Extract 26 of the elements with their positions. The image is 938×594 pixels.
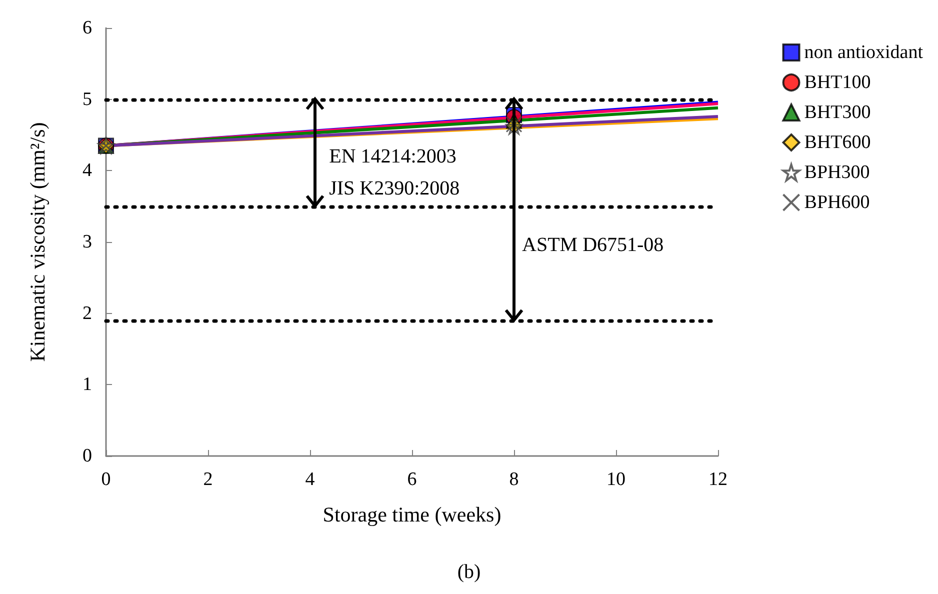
legend-label: BHT300 (804, 102, 871, 123)
y-tick-label: 4 (82, 160, 92, 182)
y-tick-label: 3 (82, 232, 92, 252)
x-tick-label: 10 (606, 469, 626, 490)
legend-label: BHT100 (804, 72, 871, 93)
y-axis-title: Kinematic viscosity (mm²/s) (26, 122, 50, 362)
y-tick-label: 6 (82, 18, 92, 38)
y-tick-label: 2 (82, 302, 92, 324)
x-tick-label: 8 (509, 469, 519, 490)
y-tick-label: 0 (82, 446, 92, 466)
legend-label: non antioxidant (804, 42, 924, 63)
y-tick-label: 5 (82, 88, 92, 110)
annotation: ASTM D6751-08 (522, 234, 664, 256)
annotation: JIS K2390:2008 (329, 177, 460, 200)
x-tick-label: 0 (101, 469, 111, 490)
legend-label: BPH300 (804, 162, 870, 183)
x-axis-title: Storage time (weeks) (322, 502, 502, 526)
x-tick-label: 2 (203, 469, 213, 490)
x-tick-label: 12 (708, 469, 728, 490)
legend-label: BHT600 (804, 132, 871, 153)
legend-label: BPH600 (804, 192, 870, 213)
x-tick-label: 6 (407, 469, 417, 490)
x-tick-label: 4 (305, 469, 316, 490)
annotation: EN 14214:2003 (329, 145, 456, 168)
y-tick-label: 1 (82, 374, 92, 396)
text: (b) (457, 561, 481, 583)
